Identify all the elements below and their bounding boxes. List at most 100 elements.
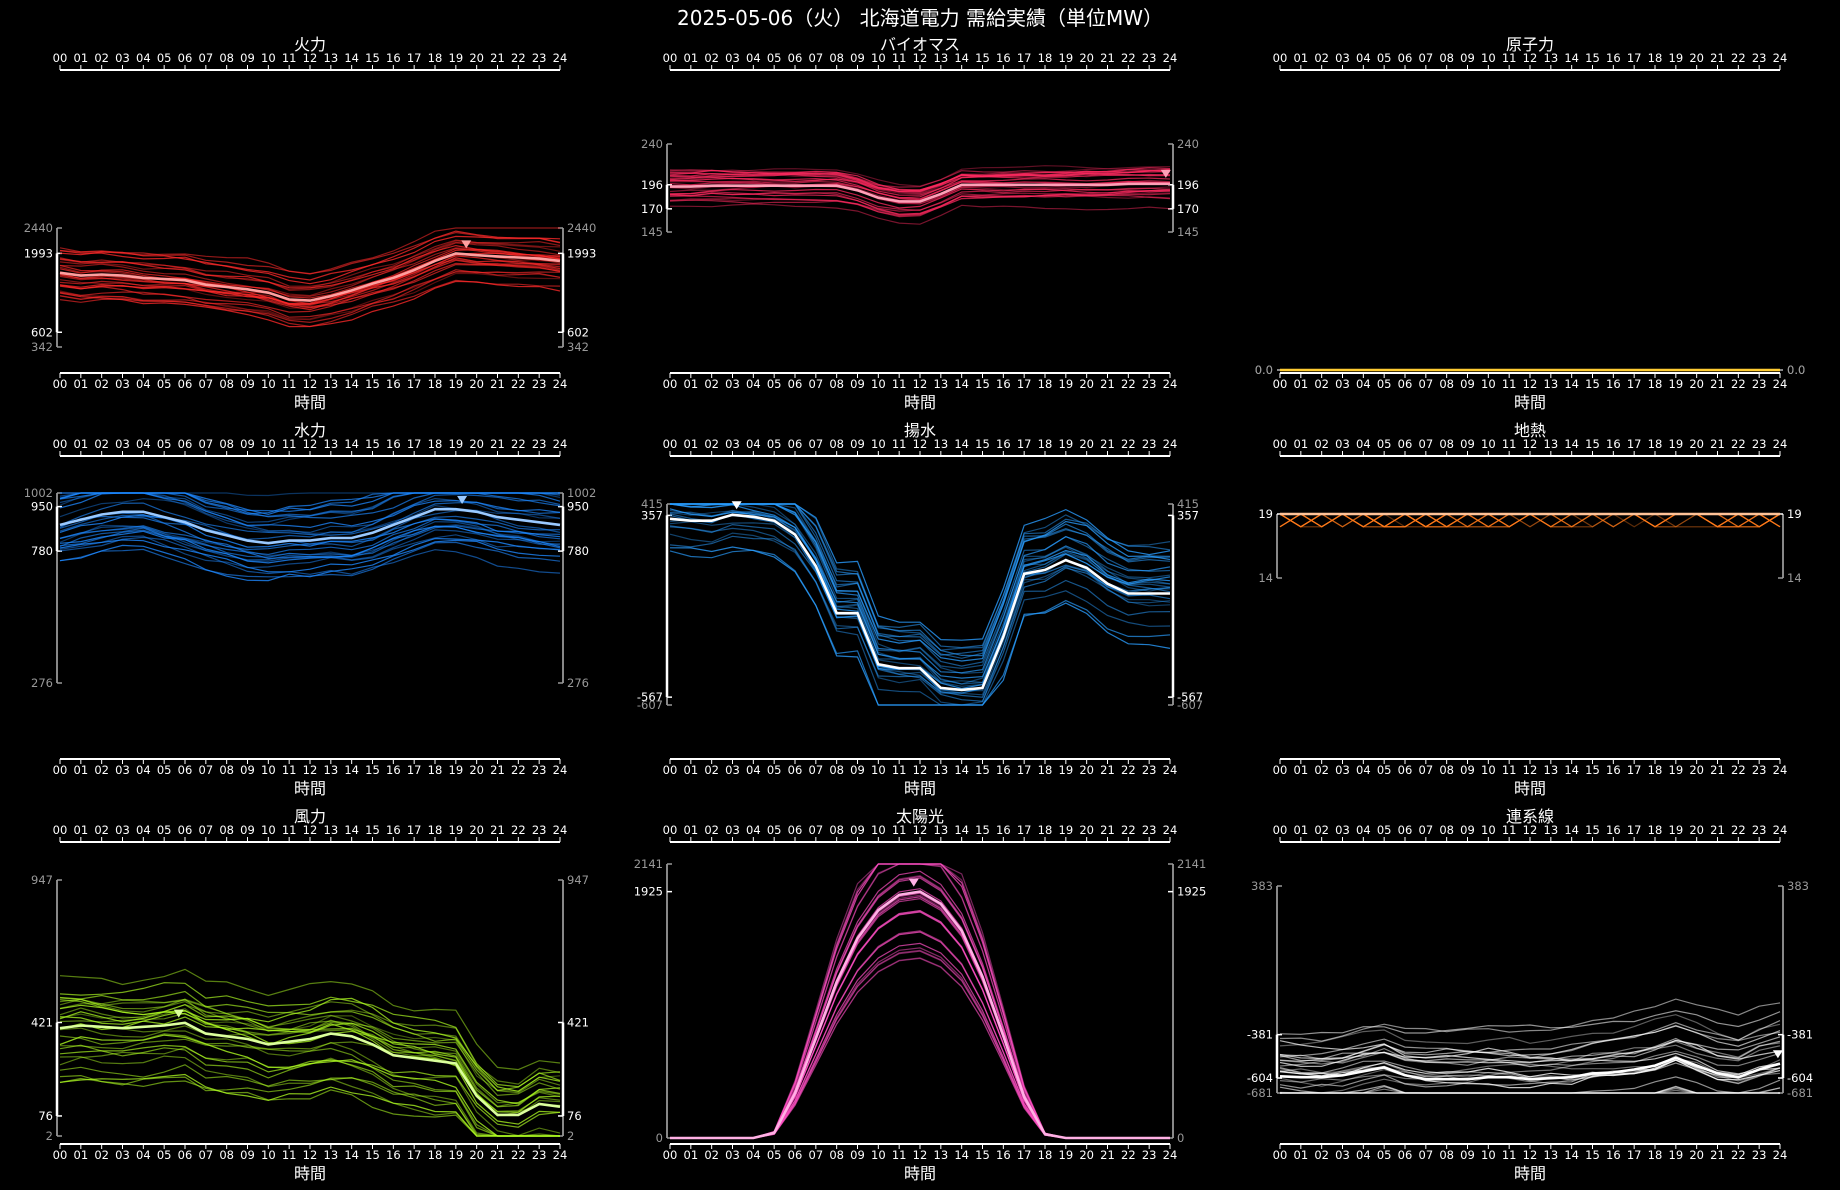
x-tick-label: 19: [1669, 51, 1684, 65]
x-axis-label: 時間: [1514, 393, 1546, 412]
history-series-line: [670, 911, 1170, 1139]
x-tick-label: 09: [850, 437, 865, 451]
x-tick-label: 03: [725, 763, 740, 777]
x-tick-label: 16: [996, 823, 1011, 837]
x-tick-label: 15: [365, 377, 380, 391]
x-tick-label: 13: [324, 437, 339, 451]
x-tick-label: 23: [1752, 377, 1767, 391]
x-tick-label: 16: [1606, 437, 1621, 451]
x-tick-label: 01: [684, 1148, 699, 1162]
x-tick-label: 14: [344, 377, 359, 391]
x-tick-label: 22: [1121, 1148, 1136, 1162]
x-tick-label: 12: [913, 437, 928, 451]
history-series-line: [670, 503, 1171, 667]
x-tick-label: 00: [663, 51, 678, 65]
x-axis-bottom-3: 00 01 02 03 04 05 06 07 08 09 10 11 12 13 14 15 16 17 18 19…: [53, 758, 567, 777]
x-tick-label: 01: [1294, 51, 1309, 65]
x-tick-label: 06: [1398, 377, 1413, 391]
x-tick-label: 08: [219, 823, 234, 837]
x-tick-label: 16: [1606, 1148, 1621, 1162]
x-tick-label: 16: [386, 823, 401, 837]
x-tick-label: 17: [1627, 823, 1642, 837]
history-series-line: [59, 255, 561, 305]
x-tick-label: 17: [1627, 763, 1642, 777]
y-tick-label: 2141: [1177, 857, 1206, 871]
history-series-line: [59, 269, 561, 318]
x-tick-label: 15: [975, 763, 990, 777]
x-axis-top-8: 00 01 02 03 04 05 06 07 08 09 10 11 12 13 14 15 16 17 18 19…: [1273, 823, 1787, 843]
x-tick-label: 05: [767, 823, 782, 837]
x-tick-label: 21: [490, 51, 505, 65]
x-tick-label: 14: [954, 51, 969, 65]
x-tick-label: 15: [975, 377, 990, 391]
x-tick-label: 06: [178, 51, 193, 65]
x-tick-label: 17: [1627, 1148, 1642, 1162]
y-tick-label: -607: [1177, 698, 1203, 712]
x-tick-label: 13: [324, 823, 339, 837]
x-tick-label: 07: [199, 1148, 214, 1162]
x-tick-label: 09: [1460, 437, 1475, 451]
x-tick-label: 02: [1314, 763, 1329, 777]
x-tick-label: 05: [767, 763, 782, 777]
peak-marker: [173, 1009, 184, 1018]
x-tick-label: 08: [1439, 823, 1454, 837]
history-series-line: [669, 512, 1171, 683]
x-tick-label: 08: [829, 437, 844, 451]
history-series-line: [59, 239, 561, 287]
history-series-line: [1280, 513, 1780, 528]
x-tick-label: 12: [913, 763, 928, 777]
x-tick-label: 11: [282, 763, 297, 777]
x-tick-label: 11: [1502, 823, 1517, 837]
x-tick-label: 15: [1585, 823, 1600, 837]
history-series-line: [670, 897, 1170, 1139]
y-tick-label: 14: [1258, 571, 1273, 585]
history-series-line: [1279, 1055, 1781, 1079]
x-tick-label: 12: [303, 377, 318, 391]
x-tick-label: 00: [53, 51, 68, 65]
history-series-line: [59, 262, 561, 309]
y-tick-label: -567: [1177, 690, 1203, 704]
x-tick-label: 16: [386, 51, 401, 65]
x-tick-label: 11: [892, 823, 907, 837]
y-tick-label: 602: [567, 325, 589, 339]
history-series-line: [1280, 513, 1781, 528]
y-tick-label: 19: [1787, 507, 1802, 521]
x-tick-label: 04: [746, 1148, 761, 1162]
history-series-line: [59, 536, 561, 575]
y-tick-label: -607: [637, 698, 663, 712]
panel-title: 太陽光: [896, 807, 944, 826]
x-tick-label: 22: [1121, 823, 1136, 837]
x-tick-label: 22: [1731, 51, 1746, 65]
x-axis-label: 時間: [1514, 1164, 1546, 1183]
x-tick-label: 22: [1121, 437, 1136, 451]
history-series-line: [1280, 513, 1781, 528]
x-tick-label: 13: [1544, 377, 1559, 391]
history-series-line: [670, 930, 1170, 1139]
y-tick-label: 357: [1177, 508, 1199, 522]
x-tick-label: 08: [829, 51, 844, 65]
history-series-line: [1280, 513, 1780, 528]
x-tick-label: 20: [1079, 437, 1094, 451]
history-series-line: [670, 957, 1170, 1139]
history-series-line: [670, 877, 1170, 1139]
history-series-line: [670, 942, 1170, 1139]
x-tick-label: 12: [913, 823, 928, 837]
x-tick-label: 05: [1377, 823, 1392, 837]
x-tick-label: 24: [553, 823, 568, 837]
x-tick-label: 01: [74, 51, 89, 65]
x-tick-label: 15: [365, 51, 380, 65]
x-tick-label: 11: [282, 823, 297, 837]
y-tick-label: 0.0: [1255, 363, 1273, 377]
x-tick-label: 06: [788, 51, 803, 65]
y-tick-label: 383: [1251, 879, 1273, 893]
x-tick-label: 01: [1294, 1148, 1309, 1162]
x-tick-label: 03: [725, 377, 740, 391]
x-tick-label: 13: [934, 823, 949, 837]
history-series-line: [59, 272, 561, 321]
x-tick-label: 13: [934, 51, 949, 65]
x-tick-label: 19: [1059, 823, 1074, 837]
y-axis-left: 947 421 76 2: [31, 873, 62, 1143]
y-tick-label: 415: [641, 497, 663, 511]
